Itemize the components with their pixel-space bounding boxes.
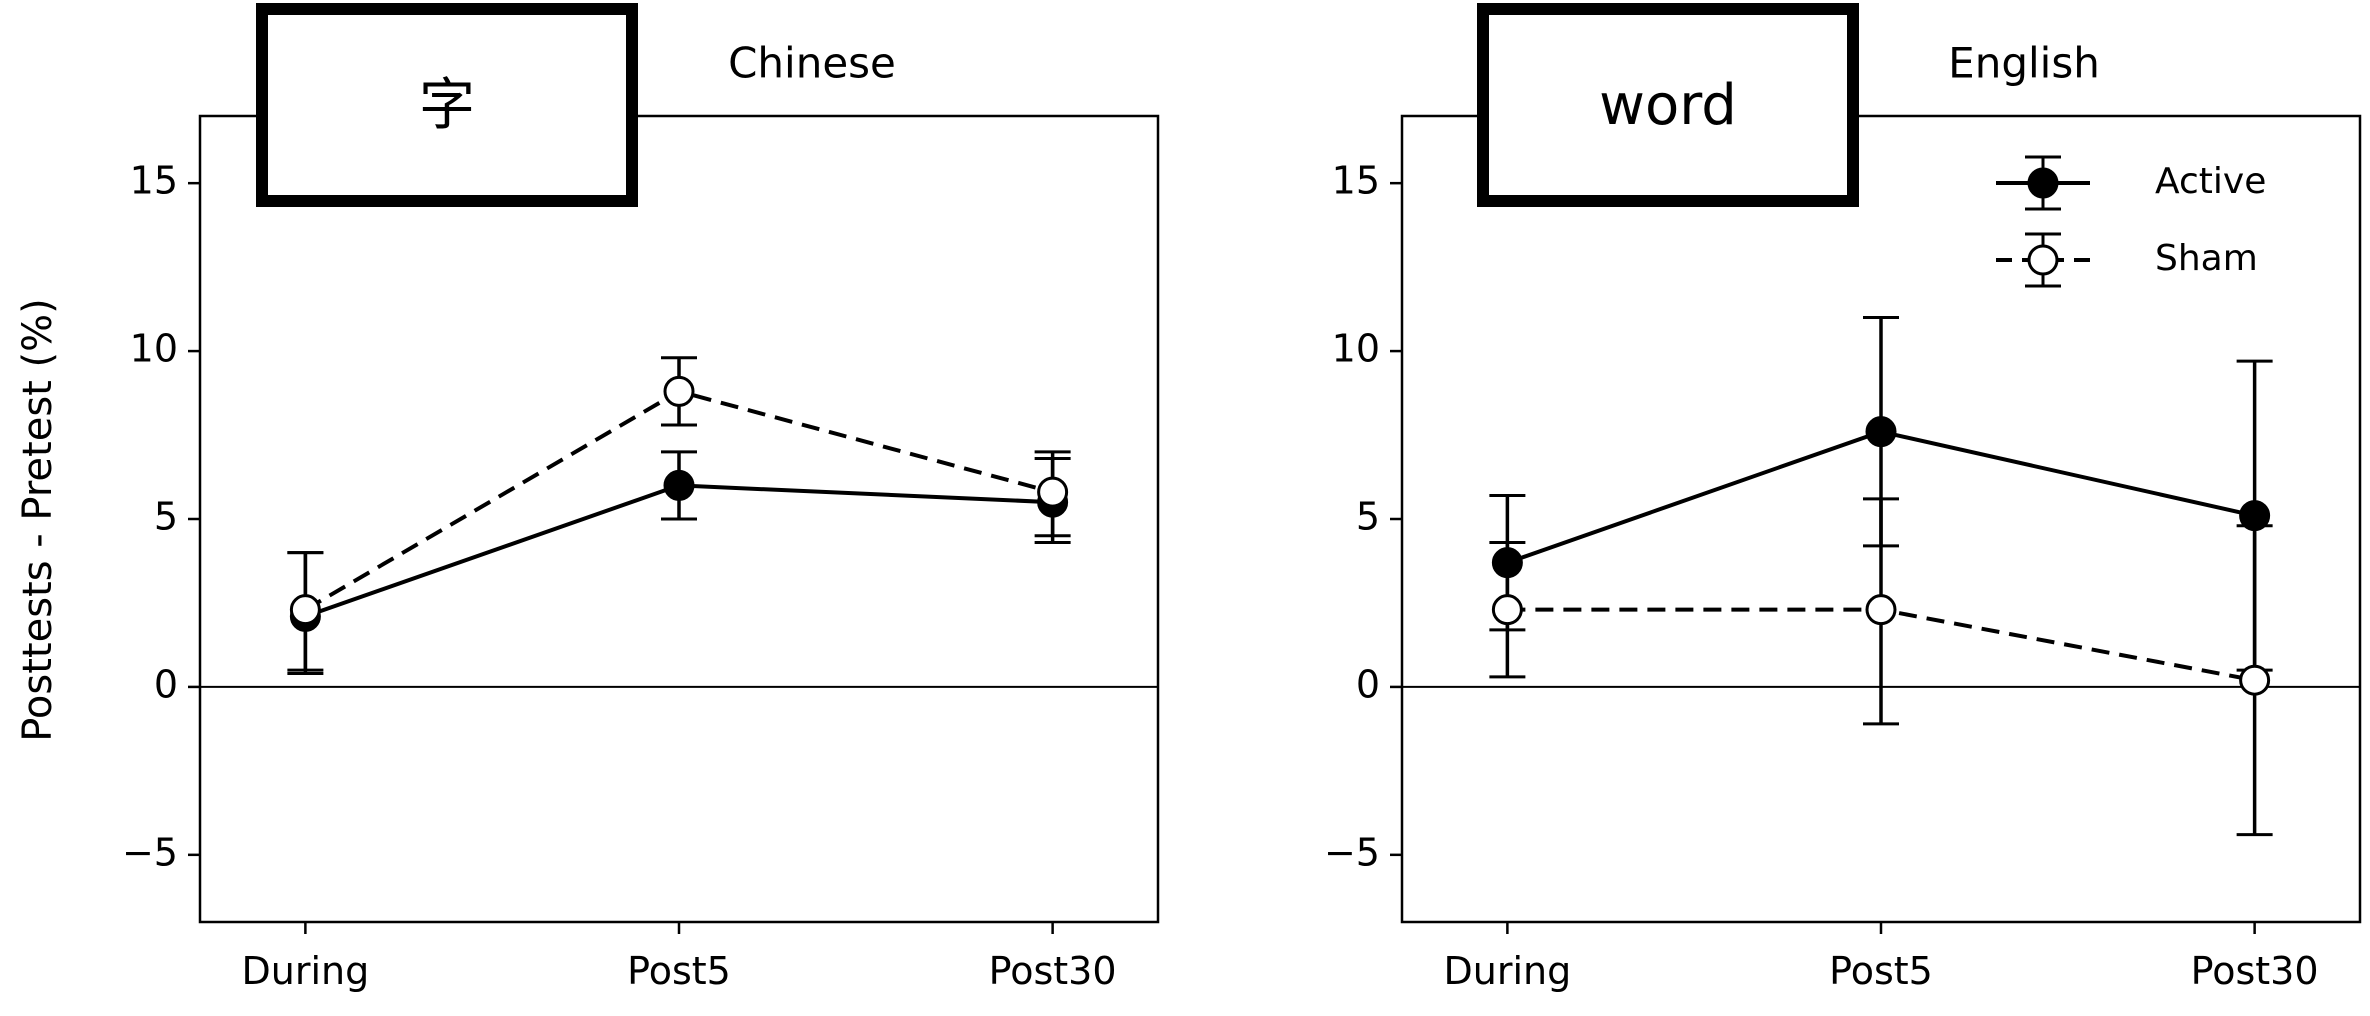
x-tick-label: Post30 bbox=[989, 949, 1117, 993]
legend-label-sham: Sham bbox=[2155, 238, 2258, 279]
data-point-sham bbox=[289, 594, 321, 626]
stimulus-box bbox=[256, 3, 638, 207]
data-point-sham bbox=[663, 375, 695, 407]
data-point-sham bbox=[2239, 664, 2271, 696]
panel-title: Chinese bbox=[728, 39, 896, 88]
y-tick-label: −5 bbox=[122, 830, 178, 874]
data-point-active bbox=[1865, 416, 1897, 448]
chart-panel-chinese: −5 0 5 10 15 During Post5 Post30 字 Chinese bbox=[122, 3, 1160, 993]
y-tick-label: −5 bbox=[1324, 830, 1380, 874]
x-tick-label: Post5 bbox=[627, 949, 731, 993]
y-axis-label: Posttests - Pretest (%) bbox=[15, 298, 61, 742]
y-tick-label: 10 bbox=[1332, 327, 1380, 371]
data-point-sham bbox=[1865, 594, 1897, 626]
y-tick-label: 15 bbox=[1332, 159, 1380, 203]
stimulus-box bbox=[1477, 3, 1859, 207]
y-tick-label: 5 bbox=[1356, 495, 1380, 539]
legend-marker-sham bbox=[2027, 244, 2059, 276]
data-point-sham bbox=[1491, 594, 1523, 626]
legend-label-active: Active bbox=[2155, 161, 2266, 202]
y-tick-label: 5 bbox=[154, 495, 178, 539]
data-point-active bbox=[1491, 547, 1523, 579]
x-tick-label: Post5 bbox=[1829, 949, 1933, 993]
stimulus-box-label: 字 bbox=[419, 73, 475, 138]
panel-title: English bbox=[1948, 39, 2100, 88]
y-tick-label: 0 bbox=[154, 662, 178, 706]
x-tick-label: During bbox=[242, 949, 370, 993]
y-tick-label: 15 bbox=[130, 159, 178, 203]
chart-panel-english: −5 0 5 10 15 During Post5 Post30 word English Acti… bbox=[1324, 3, 2362, 993]
x-tick-label: During bbox=[1444, 949, 1572, 993]
stimulus-box-label: word bbox=[1599, 73, 1737, 138]
legend-marker-active bbox=[2027, 167, 2059, 199]
y-tick-label: 0 bbox=[1356, 662, 1380, 706]
legend: Active Sham bbox=[1996, 155, 2266, 288]
data-point-active bbox=[663, 469, 695, 501]
data-point-sham bbox=[1037, 476, 1069, 508]
data-point-active bbox=[2239, 500, 2271, 532]
x-tick-label: Post30 bbox=[2191, 949, 2319, 993]
y-tick-label: 10 bbox=[130, 327, 178, 371]
